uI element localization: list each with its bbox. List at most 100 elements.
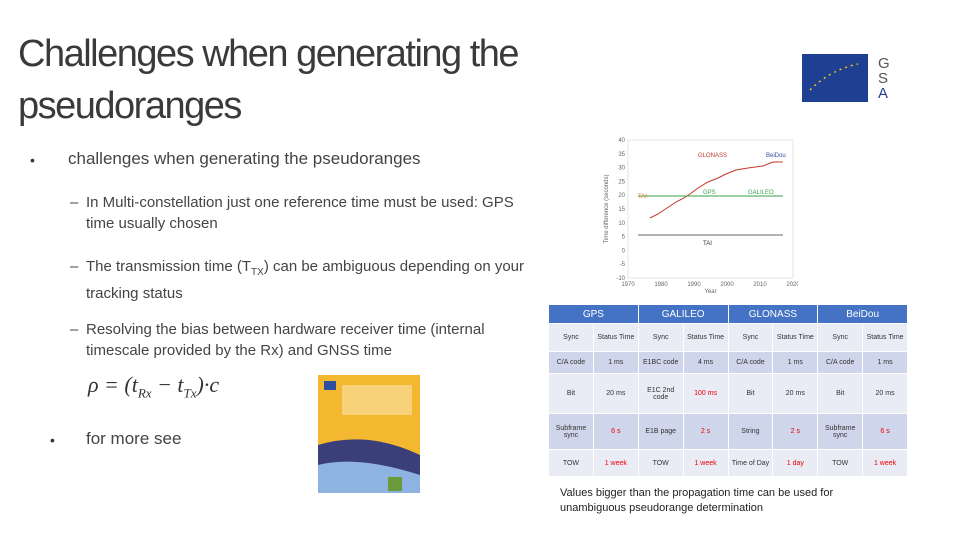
- formula-sub: Tx: [183, 385, 197, 401]
- y-axis-label: Time difference (seconds): [604, 174, 610, 243]
- table-row: Subframe sync 6 s E1B page 2 s String 2 s Subf…: [548, 413, 908, 450]
- series-label: TAI: [703, 241, 712, 247]
- y-tick-label: 25: [618, 179, 625, 185]
- series-label: GPS: [703, 190, 716, 196]
- formula-part: − t: [151, 372, 184, 397]
- x-axis-label: Year: [704, 289, 716, 295]
- y-tick-label: 0: [622, 248, 626, 254]
- subheader-cell: Status Time: [682, 323, 729, 352]
- subheader-cell: Sync: [548, 323, 594, 352]
- table-cell: 1 ms: [862, 351, 908, 374]
- table-cell: 6 s: [862, 413, 908, 450]
- sub-bullet-text: In Multi-constellation just one referenc…: [86, 194, 514, 232]
- table-cell: C/A code: [817, 351, 864, 374]
- sub-bullet: – In Multi-constellation just one referen…: [70, 194, 514, 232]
- subheader-cell: Status Time: [862, 323, 908, 352]
- y-tick-label: 35: [618, 152, 625, 158]
- table-cell: C/A code: [548, 351, 594, 374]
- table-row: C/A code 1 ms E1BC code 4 ms C/A code 1 ms C/A…: [548, 351, 908, 374]
- table-cell: TOW: [637, 449, 684, 477]
- subheader-row: Sync Status Time Sync Status Time Sync Status…: [548, 323, 908, 352]
- system-header: GLONASS: [727, 304, 819, 324]
- series-label: TAI: [638, 194, 647, 200]
- table-cell: 2 s: [772, 413, 819, 450]
- subheader-cell: Sync: [637, 323, 684, 352]
- y-tick-label: 30: [618, 166, 625, 172]
- table-cell: Time of Day: [727, 449, 774, 477]
- subscript: TX: [251, 267, 264, 278]
- logo: G S A: [802, 54, 890, 102]
- table-cell: Bit: [817, 373, 864, 414]
- table-cell: E1BC code: [637, 351, 684, 374]
- bullet: challenges when generating the pseudoran…: [68, 149, 421, 168]
- table-cell: C/A code: [727, 351, 774, 374]
- x-tick-label: 2000: [720, 282, 734, 288]
- table-row: Bit 20 ms E1C 2nd code 100 ms Bit 20 ms Bit 20 …: [548, 373, 908, 414]
- table-cell: TOW: [817, 449, 864, 477]
- table-cell: TOW: [548, 449, 594, 477]
- table-cell: 1 ms: [592, 351, 639, 374]
- sub-bullet: – Resolving the bias between hardware rec…: [70, 321, 485, 359]
- system-header: GALILEO: [637, 304, 729, 324]
- subheader-cell: Status Time: [592, 323, 639, 352]
- glonass-curve: [649, 161, 783, 219]
- system-header: BeiDou: [817, 304, 908, 324]
- table-cell: 1 week: [862, 449, 908, 477]
- header-row: GPS GALILEO GLONASS BeiDou: [548, 304, 908, 324]
- table-cell: 1 ms: [772, 351, 819, 374]
- subheader-cell: Sync: [817, 323, 864, 352]
- x-tick-label: 2010: [753, 282, 767, 288]
- y-tick-label: 20: [618, 193, 625, 199]
- slide-title: Challenges when generating the pseudoran…: [18, 33, 520, 127]
- bullet-dot: •: [30, 152, 35, 168]
- series-label: BeiDou: [766, 153, 786, 159]
- table-cell: E1C 2nd code: [637, 373, 684, 414]
- y-tick-label: 10: [618, 221, 625, 227]
- sub-bullet: – The transmission time (TTX) can be ambi…: [70, 258, 525, 302]
- text: The transmission time (T: [86, 258, 252, 275]
- subheader-cell: Status Time: [772, 323, 819, 352]
- series-label: GLONASS: [698, 153, 727, 159]
- table-cell: 6 s: [592, 413, 639, 450]
- y-tick-label: 40: [618, 138, 625, 144]
- y-tick-label: 15: [618, 207, 625, 213]
- table-cell: String: [727, 413, 774, 450]
- bullet: for more see: [86, 429, 182, 448]
- formula-sub: Rx: [137, 385, 152, 401]
- system-header: GPS: [548, 304, 639, 324]
- table-cell: Bit: [548, 373, 594, 414]
- table-cell: 4 ms: [682, 351, 729, 374]
- book-cover: [318, 375, 420, 515]
- table-cell: 20 ms: [592, 373, 639, 414]
- y-tick-label: 5: [622, 235, 626, 241]
- table-cell: 1 day: [772, 449, 819, 477]
- subheader-cell: Sync: [727, 323, 774, 352]
- x-tick-label: 1980: [654, 282, 668, 288]
- x-tick-label: 1990: [687, 282, 701, 288]
- y-tick-label: -5: [620, 262, 626, 268]
- table-cell: 20 ms: [862, 373, 908, 414]
- table-note: Values bigger than the propagation time …: [560, 487, 834, 514]
- table-cell: Subframe sync: [817, 413, 864, 450]
- formula-part: ρ = (t: [88, 372, 138, 397]
- table-cell: 20 ms: [772, 373, 819, 414]
- sub-bullet-text: Resolving the bias between hardware rece…: [86, 321, 485, 359]
- formula-part: )·c: [196, 372, 220, 397]
- table-cell: Bit: [727, 373, 774, 414]
- formula: ρ = (tRx − tTx)·c: [88, 372, 219, 401]
- text: ) can be ambiguous depending on your tra…: [86, 258, 525, 302]
- table-row: TOW 1 week TOW 1 week Time of Day 1 day TOW 1 w…: [548, 449, 908, 477]
- signal-sync-table: GPS GALILEO GLONASS BeiDou Sync Status Time Sy…: [548, 304, 908, 477]
- bullet-dot: •: [50, 432, 55, 448]
- table-cell: Subframe sync: [548, 413, 594, 450]
- table-cell: 1 week: [592, 449, 639, 477]
- table-cell: 100 ms: [682, 373, 729, 414]
- svg-text:G: G: [878, 55, 890, 72]
- x-tick-label: 1970: [621, 282, 635, 288]
- plot-frame: [627, 139, 794, 279]
- svg-text:A: A: [878, 85, 888, 102]
- series-label: GALILEO: [748, 190, 774, 196]
- x-tick-label: 2020: [786, 282, 798, 288]
- y-tick-label: -10: [616, 276, 625, 282]
